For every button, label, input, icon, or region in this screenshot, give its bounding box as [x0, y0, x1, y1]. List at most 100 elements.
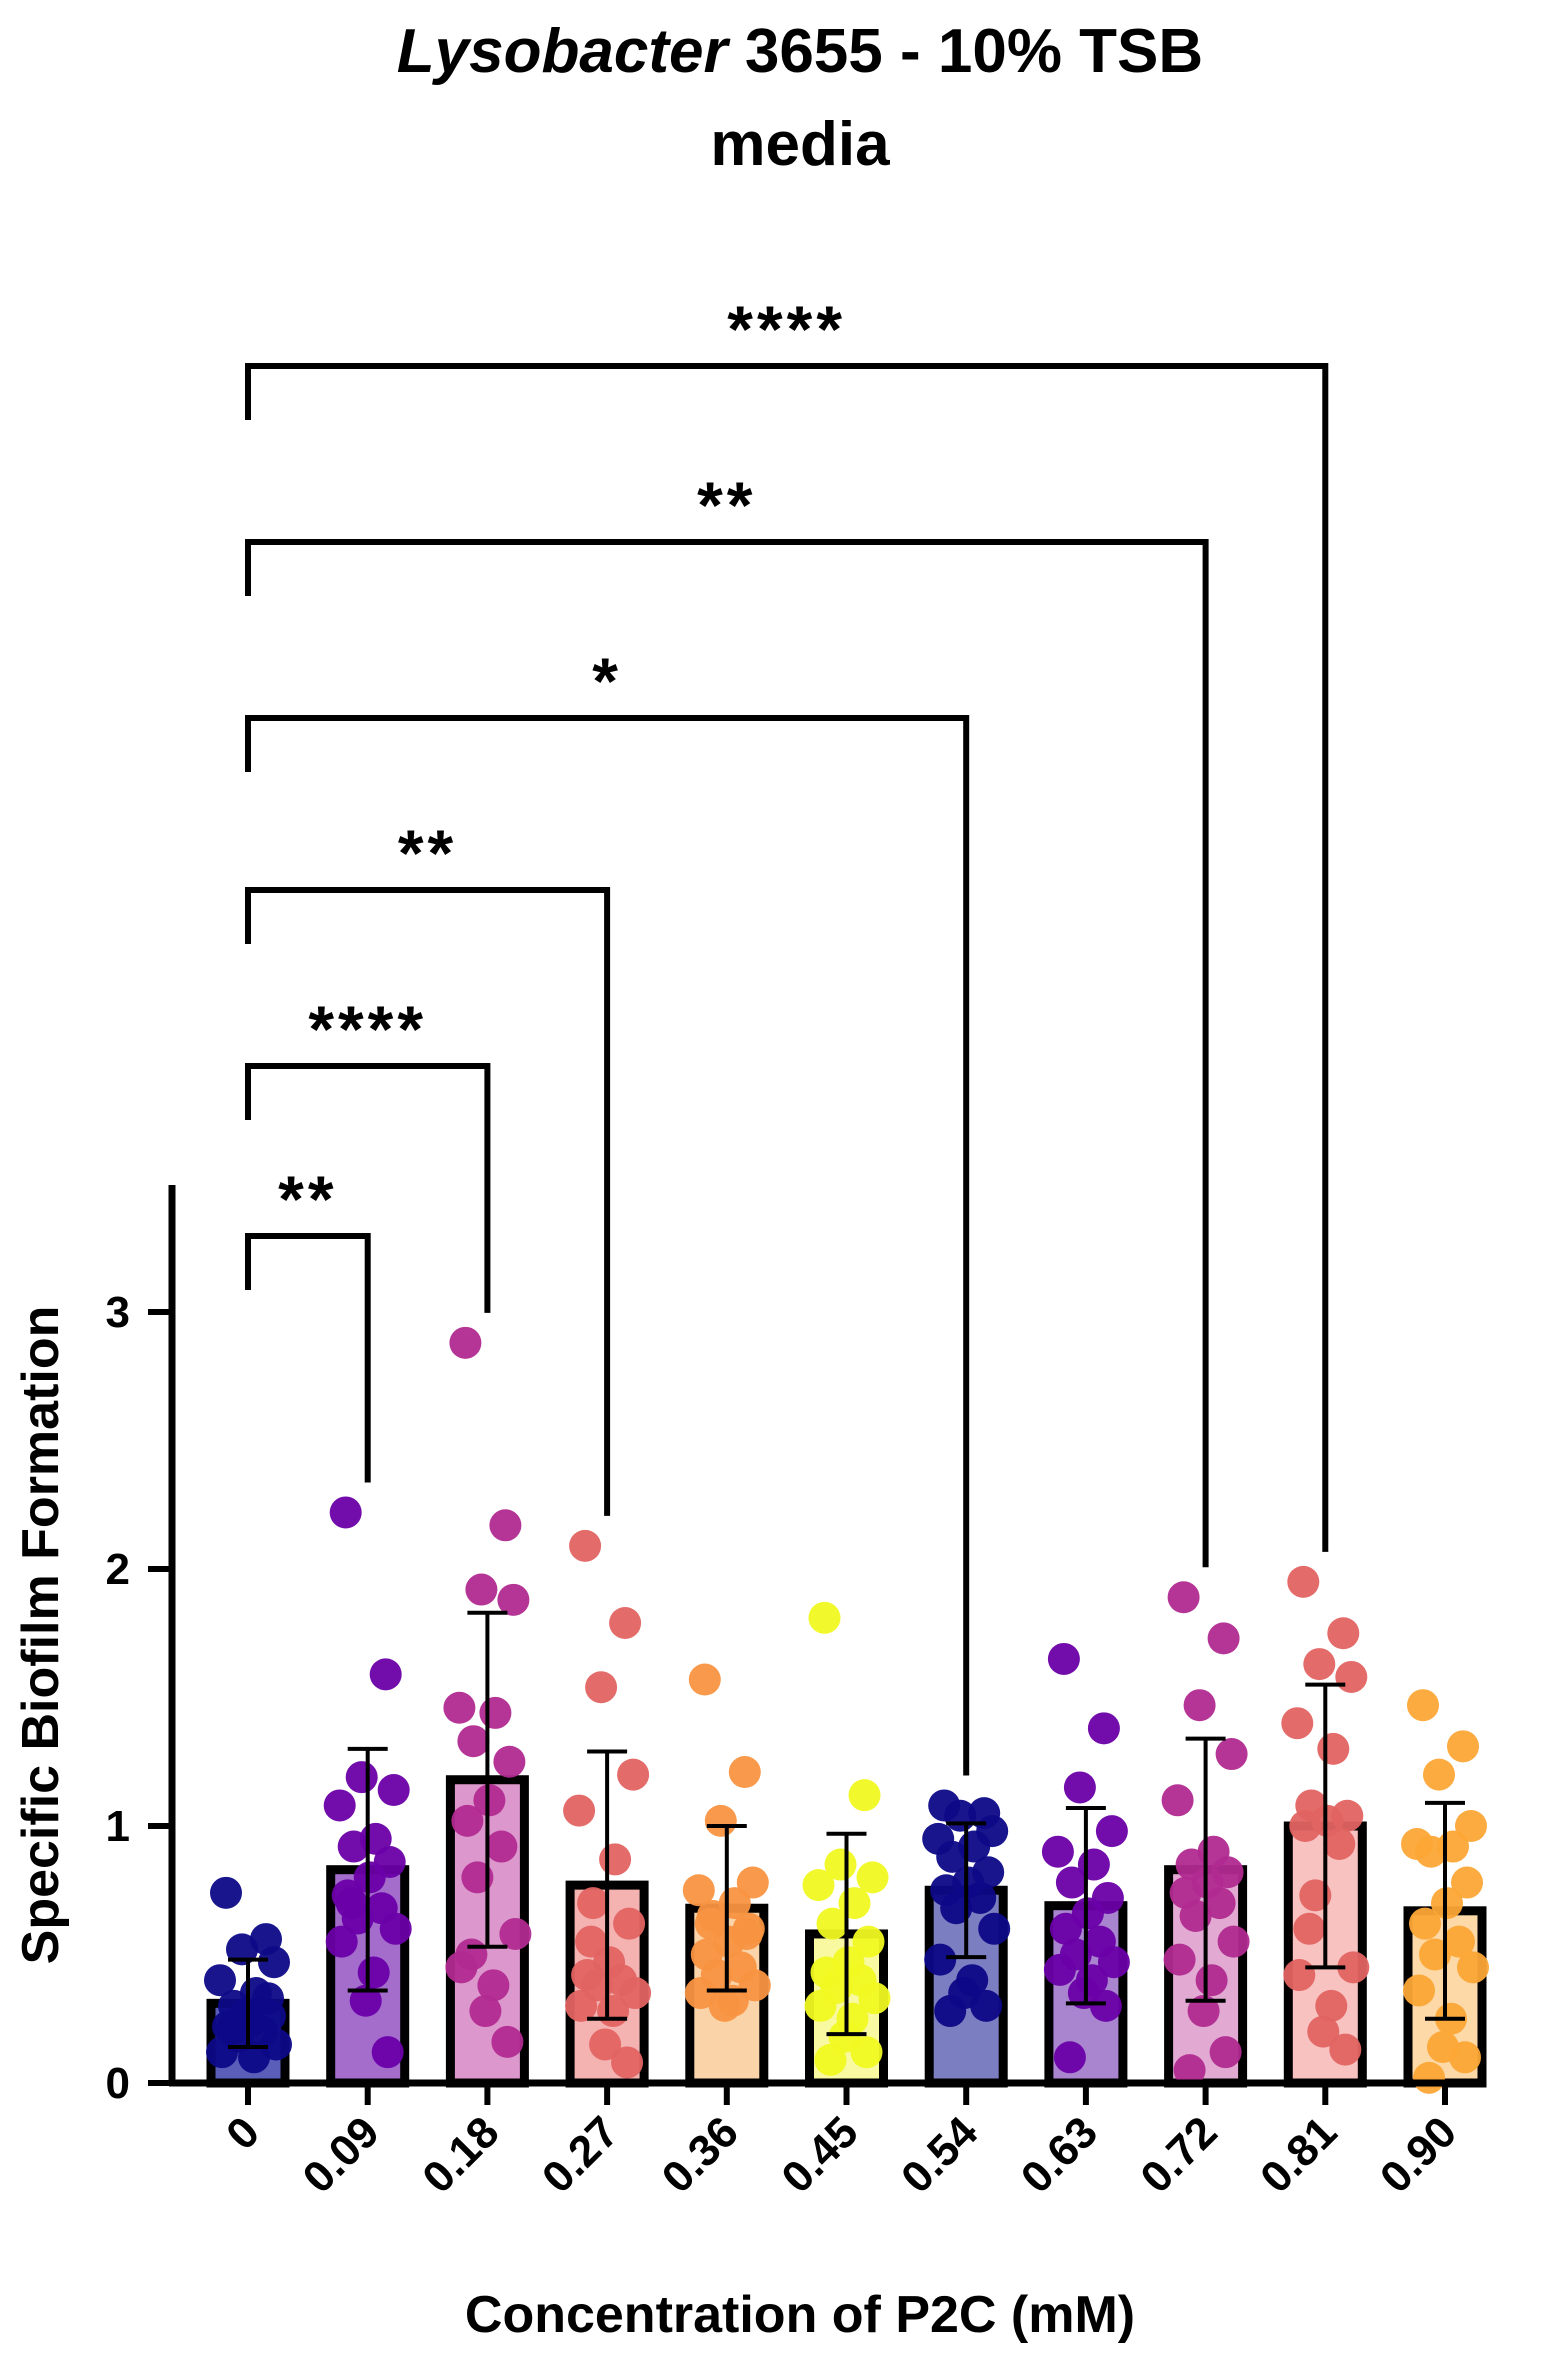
data-point — [1289, 1810, 1322, 1842]
data-point — [1337, 1951, 1370, 1984]
data-point — [210, 1876, 242, 1909]
data-point — [924, 1943, 957, 1976]
x-tick-label: 0.90 — [1371, 2107, 1466, 2202]
data-point — [1307, 2015, 1340, 2048]
data-point — [736, 1866, 769, 1899]
significance-bracket — [245, 1233, 371, 1483]
y-tick-label: 0 — [106, 2059, 130, 2108]
data-point — [371, 2036, 404, 2069]
data-point — [1451, 1866, 1483, 1899]
data-point — [369, 1658, 402, 1691]
data-point — [589, 2028, 622, 2061]
y-tick-label: 3 — [106, 1288, 130, 1337]
data-point — [226, 1933, 258, 1966]
chart-title-line1: Lysobacter 3655 - 10% TSB — [397, 17, 1203, 86]
data-point — [563, 1794, 596, 1827]
data-point — [684, 1977, 717, 2010]
data-point — [1447, 1730, 1479, 1763]
data-point — [1053, 2041, 1086, 2074]
data-point — [1335, 1660, 1368, 1693]
x-tick-label: 0.36 — [653, 2107, 748, 2202]
data-point — [1415, 1835, 1447, 1868]
data-point — [485, 1830, 518, 1863]
data-point — [730, 1917, 763, 1950]
data-point — [1041, 1835, 1074, 1868]
data-point — [1457, 1951, 1489, 1984]
data-point — [1163, 1943, 1196, 1976]
data-point — [479, 1696, 512, 1729]
data-point — [238, 2041, 270, 2074]
data-point — [1089, 1989, 1122, 2022]
data-point — [970, 1989, 1003, 2022]
data-point — [1161, 1784, 1194, 1817]
significance-label: **** — [308, 992, 427, 1066]
data-point — [258, 1946, 290, 1979]
x-tick-label: 0.09 — [294, 2107, 389, 2202]
data-point — [934, 1995, 967, 2028]
data-point — [1293, 1912, 1326, 1945]
chart-title-italic: Lysobacter — [397, 17, 731, 86]
data-point — [944, 1799, 977, 1832]
significance-label: ** — [398, 816, 457, 890]
data-point — [1047, 1642, 1080, 1675]
plot-area: 0 1 2 3 0 0.09 0.18 0.27 0.36 0.45 0.54 0.63 0.72 0.8… — [106, 292, 1489, 2203]
data-point — [1097, 1946, 1130, 1979]
x-tick-label: 0.72 — [1131, 2107, 1226, 2202]
data-point — [728, 1756, 761, 1789]
data-point — [451, 1804, 484, 1837]
data-point — [1217, 1925, 1250, 1958]
data-point — [613, 1907, 646, 1940]
data-point — [1203, 1887, 1236, 1920]
data-point — [978, 1912, 1011, 1945]
data-point — [1303, 1648, 1336, 1681]
data-point — [216, 2013, 248, 2046]
data-point — [802, 1869, 835, 1902]
chart-title-rest: 3655 - 10% TSB — [728, 17, 1204, 86]
data-point — [1183, 1689, 1216, 1722]
data-point — [469, 1995, 502, 2028]
data-point — [1043, 1953, 1076, 1986]
data-point — [1173, 2054, 1206, 2087]
data-point — [497, 1583, 530, 1616]
data-point — [611, 2046, 644, 2079]
data-point — [1287, 1565, 1320, 1598]
data-point — [1195, 1964, 1228, 1997]
x-tick-label: 0.54 — [892, 2107, 988, 2203]
significance-label: ** — [697, 468, 756, 542]
data-point — [1455, 1810, 1487, 1842]
data-point — [1315, 1989, 1348, 2022]
data-point — [1329, 2033, 1362, 2066]
data-point — [585, 1671, 618, 1704]
data-point — [335, 1887, 368, 1920]
data-point — [1283, 1959, 1316, 1992]
data-point — [449, 1326, 482, 1359]
data-point — [1423, 1758, 1455, 1791]
data-point — [850, 2036, 883, 2069]
data-point — [856, 1861, 889, 1894]
significance-label: * — [592, 644, 622, 718]
data-point — [489, 1509, 522, 1542]
data-point — [1327, 1617, 1360, 1650]
data-point — [323, 1789, 356, 1822]
data-point — [457, 1725, 490, 1758]
data-point — [377, 1774, 410, 1807]
data-point — [1063, 1771, 1096, 1804]
data-point — [252, 1982, 284, 2015]
x-axis-title: Concentration of P2C (mM) — [465, 2286, 1135, 2344]
data-point — [1087, 1712, 1120, 1745]
data-point — [1281, 1707, 1314, 1740]
significance-label: **** — [727, 292, 846, 366]
data-point — [349, 1984, 382, 2017]
data-point — [577, 1887, 610, 1920]
data-point — [325, 1925, 358, 1958]
data-point — [848, 1779, 881, 1812]
chart-title-line2: media — [710, 110, 890, 179]
data-point — [1403, 1974, 1435, 2007]
data-point — [1215, 1738, 1248, 1771]
data-point — [688, 1663, 721, 1696]
significance-bracket — [245, 1063, 491, 1313]
x-tick-label: 0.63 — [1012, 2107, 1107, 2202]
data-point — [599, 1843, 632, 1876]
y-tick-label: 1 — [106, 1802, 130, 1851]
